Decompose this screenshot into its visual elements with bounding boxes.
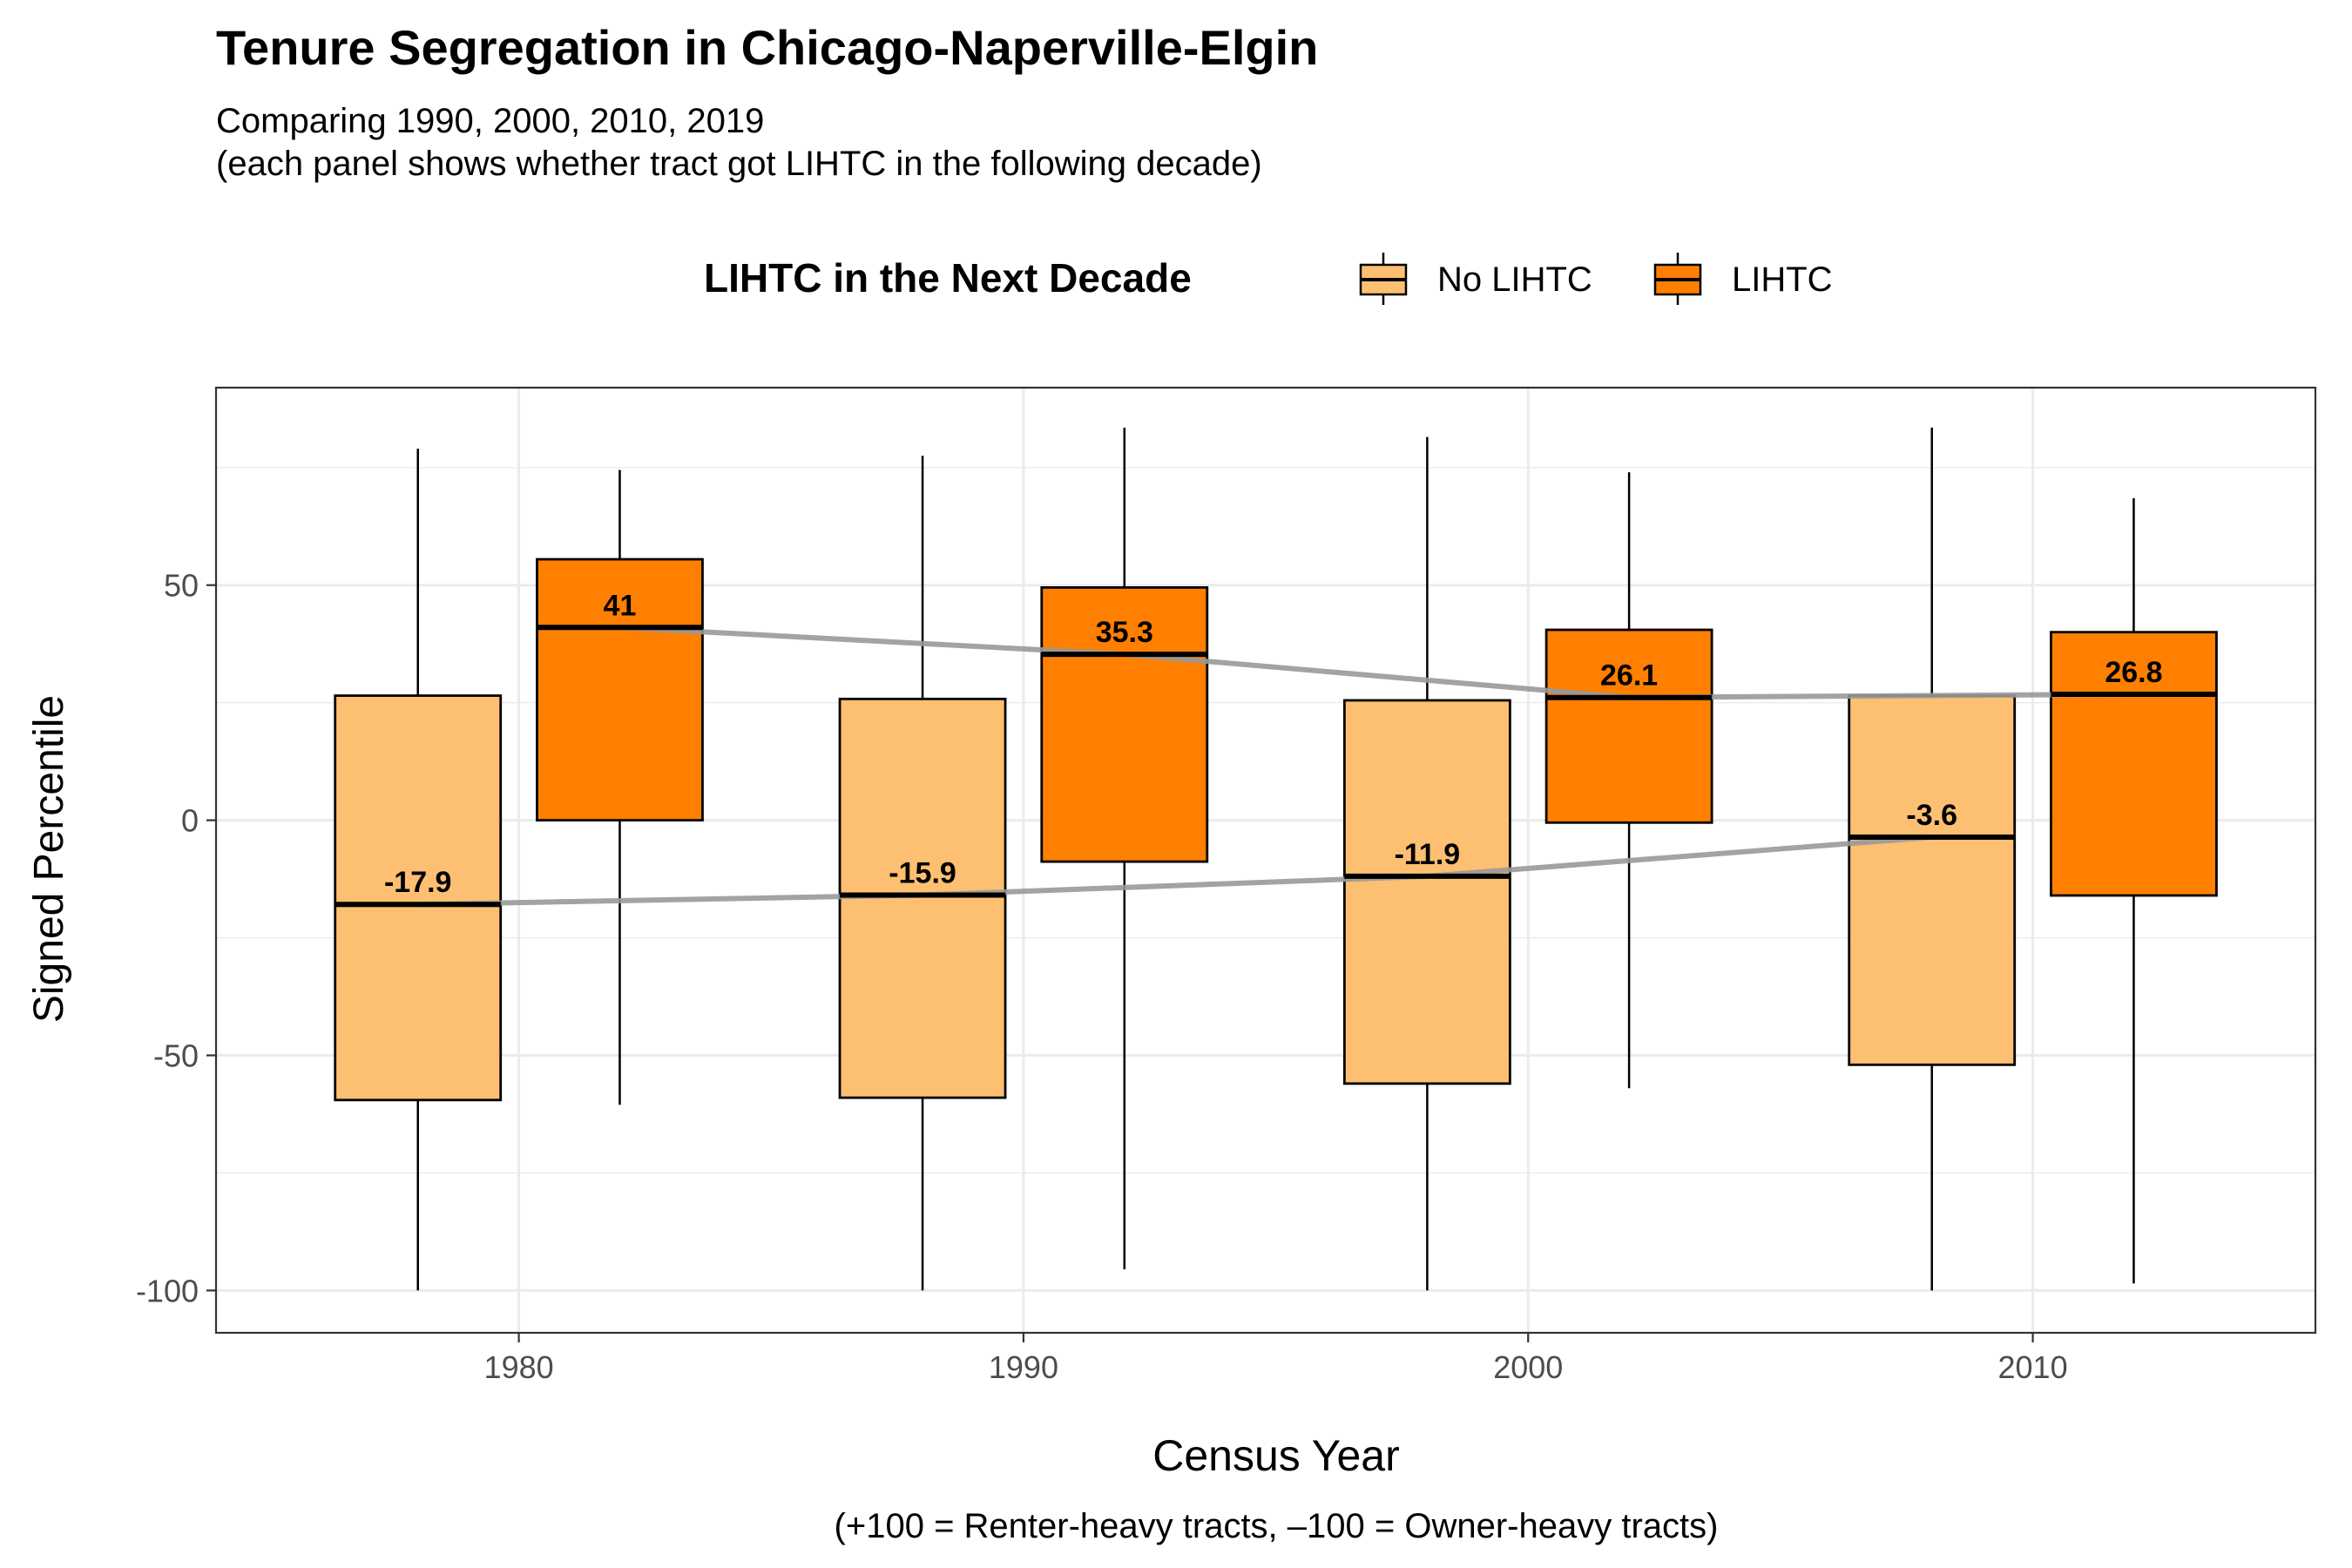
x-axis: 1980 1990 2000 2010 bbox=[484, 1333, 2068, 1385]
trend-lines bbox=[417, 625, 2134, 908]
subtitle-line-2: (each panel shows whether tract got LIHT… bbox=[216, 144, 1262, 183]
x-tick-label: 2010 bbox=[1998, 1349, 2068, 1385]
x-axis-title: Census Year bbox=[1152, 1431, 1400, 1480]
median-label: -11.9 bbox=[1395, 838, 1461, 871]
boxes bbox=[334, 427, 2218, 1291]
median-label: 41 bbox=[604, 589, 637, 622]
y-tick-label: -50 bbox=[153, 1038, 199, 1074]
subtitle-line-1: Comparing 1990, 2000, 2010, 2019 bbox=[216, 102, 765, 140]
median-trend-line bbox=[619, 625, 2134, 700]
median-label: -3.6 bbox=[1906, 799, 1957, 832]
legend-label-no-lihtc: No LIHTC bbox=[1437, 260, 1592, 299]
x-tick-label: 2000 bbox=[1493, 1349, 1563, 1385]
y-axis-title: Signed Percentile bbox=[26, 695, 72, 1023]
median-label: 26.1 bbox=[1600, 659, 1658, 693]
legend: LIHTC in the Next Decade No LIHTC LIHTC bbox=[704, 253, 1833, 305]
median-label: 26.8 bbox=[2105, 656, 2162, 689]
chart-subtitle: Comparing 1990, 2000, 2010, 2019 (each p… bbox=[216, 100, 1262, 186]
y-tick-label: -100 bbox=[136, 1273, 199, 1308]
box bbox=[2050, 631, 2218, 897]
median-trend-line bbox=[417, 835, 1932, 908]
legend-key-no-lihtc bbox=[1359, 253, 1408, 305]
y-tick-label: 0 bbox=[181, 803, 199, 839]
legend-title: LIHTC in the Next Decade bbox=[704, 255, 1192, 301]
box bbox=[1342, 699, 1511, 1085]
box bbox=[1848, 694, 2017, 1066]
median-label: -15.9 bbox=[889, 856, 956, 889]
median-labels: -17.9 -15.9 -11.9 -3.6 41 35.3 26.1 26.8 bbox=[384, 589, 2163, 899]
box bbox=[1544, 628, 1713, 824]
box bbox=[536, 558, 704, 822]
box bbox=[334, 694, 503, 1102]
chart-title: Tenure Segregation in Chicago-Naperville… bbox=[216, 20, 1319, 75]
x-tick-label: 1990 bbox=[989, 1349, 1058, 1385]
median-label: 35.3 bbox=[1096, 616, 1153, 649]
x-axis-caption: (+100 = Renter-heavy tracts, –100 = Owne… bbox=[835, 1507, 1719, 1545]
legend-key-lihtc bbox=[1653, 253, 1702, 305]
y-axis: -100 -50 0 50 bbox=[136, 568, 216, 1308]
x-tick-label: 1980 bbox=[484, 1349, 554, 1385]
legend-label-lihtc: LIHTC bbox=[1732, 260, 1833, 299]
box bbox=[1040, 586, 1209, 863]
y-tick-label: 50 bbox=[164, 568, 199, 604]
plot-panel-border bbox=[214, 386, 2317, 1335]
median-label: -17.9 bbox=[384, 866, 452, 899]
medians bbox=[335, 625, 2217, 908]
